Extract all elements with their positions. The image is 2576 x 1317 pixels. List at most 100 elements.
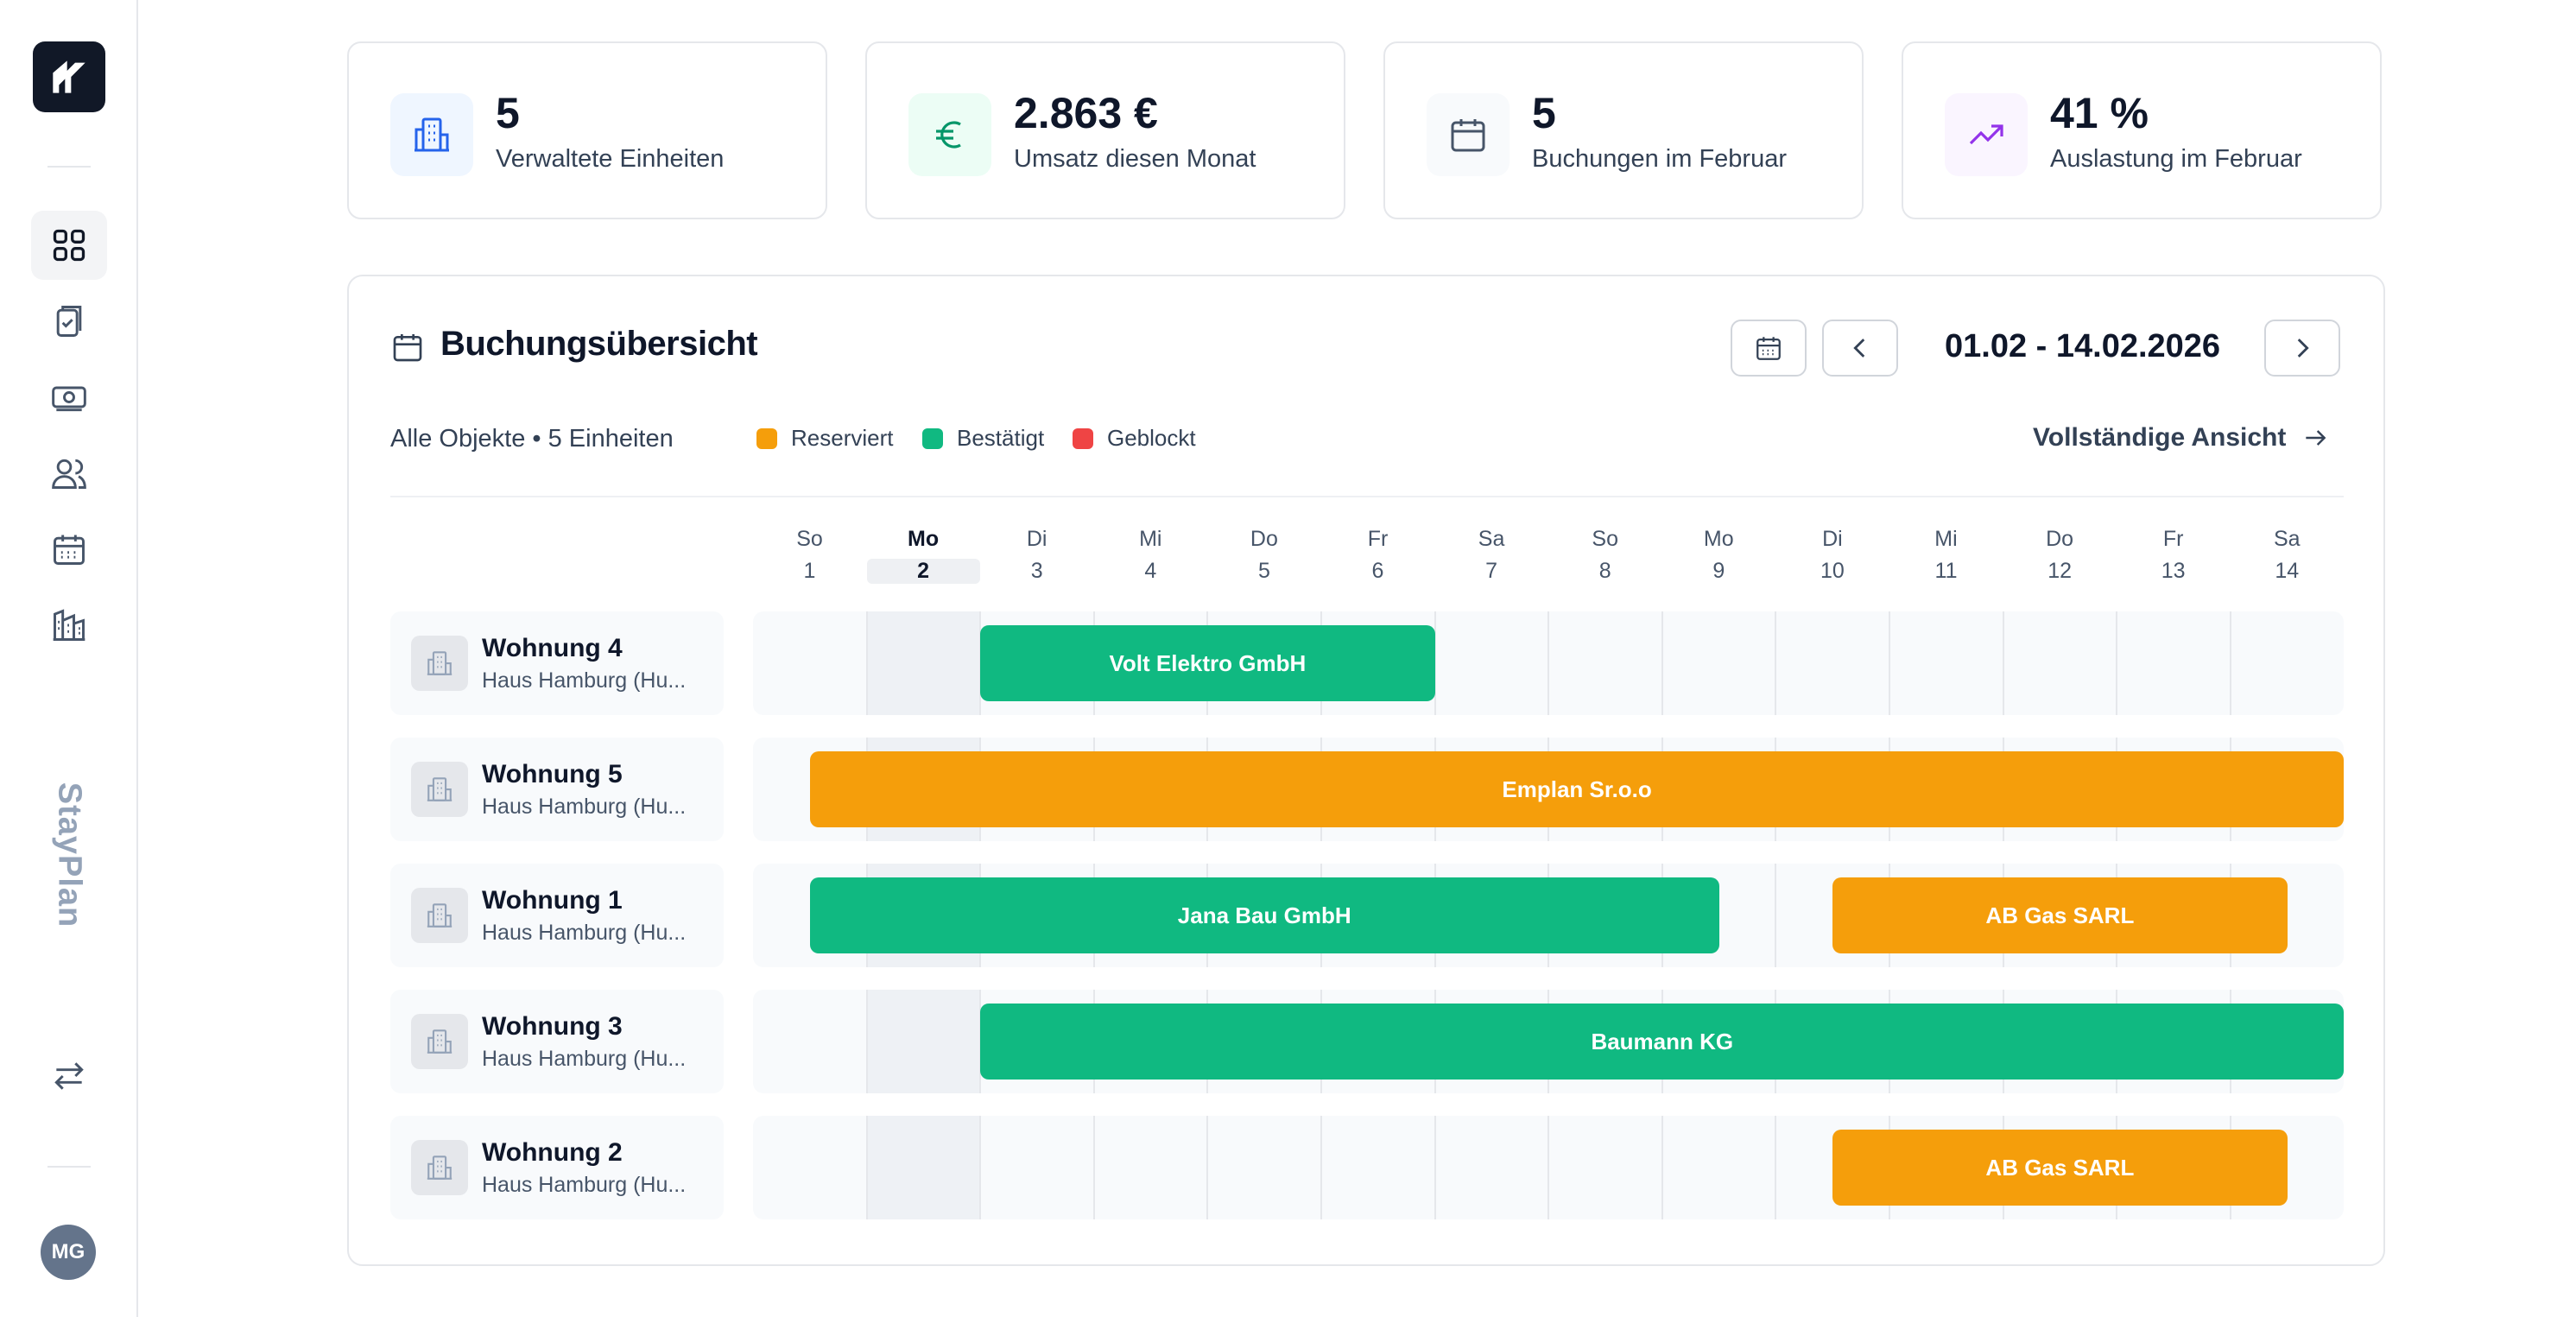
building-icon xyxy=(411,888,468,943)
day-gridline xyxy=(865,611,868,715)
stat-label: Auslastung im Februar xyxy=(2050,145,2302,173)
day-name: Do xyxy=(2046,527,2074,551)
stat-icon-box xyxy=(1427,93,1510,176)
day-gridline xyxy=(1775,1116,1777,1219)
clipboard-check-icon xyxy=(56,306,82,337)
unit-timeline-row[interactable]: Volt Elektro GmbH xyxy=(753,611,2344,715)
next-range-button[interactable] xyxy=(2264,320,2340,377)
stat-card-units: 5 Verwaltete Einheiten xyxy=(347,41,827,219)
day-number: 12 xyxy=(2048,559,2072,583)
stat-icon-box xyxy=(390,93,473,176)
day-name: Mo xyxy=(1703,527,1734,551)
panel-divider xyxy=(390,496,2344,497)
objects-summary: Alle Objekte • 5 Einheiten xyxy=(390,425,674,453)
day-name: Sa xyxy=(1478,527,1505,551)
day-name: Fr xyxy=(1367,527,1389,551)
switch-button[interactable] xyxy=(31,1042,107,1111)
booking-bar[interactable]: Jana Bau GmbH xyxy=(809,877,1719,953)
switch-arrows-icon xyxy=(54,1062,84,1090)
day-number: 14 xyxy=(2275,559,2300,583)
today-cell xyxy=(866,990,981,1093)
stat-label: Buchungen im Februar xyxy=(1532,145,1787,173)
day-column-header: Sa 14 xyxy=(2231,527,2344,584)
legend-dot xyxy=(1073,427,1093,449)
booking-bar[interactable]: Baumann KG xyxy=(980,1004,2344,1080)
unit-label[interactable]: Wohnung 4 Haus Hamburg (Hu... xyxy=(390,611,724,715)
date-range: 01.02 - 14.02.2026 xyxy=(1945,328,2221,364)
unit-timeline-row[interactable]: Jana Bau GmbH AB Gas SARL xyxy=(753,864,2344,967)
sidebar-item-payments[interactable] xyxy=(31,363,107,432)
logo-icon xyxy=(53,60,85,93)
day-column-header: Mo 9 xyxy=(1662,527,1775,584)
day-column-header: Fr 13 xyxy=(2117,527,2230,584)
day-column-header: Di 3 xyxy=(980,527,1093,584)
day-name: Di xyxy=(1026,527,1047,551)
unit-timeline-row[interactable]: AB Gas SARL xyxy=(753,1116,2344,1219)
app-logo[interactable] xyxy=(33,41,105,112)
sidebar-divider xyxy=(47,1166,91,1168)
day-column-header: Do 12 xyxy=(2003,527,2117,584)
day-gridline xyxy=(1661,611,1663,715)
legend-label: Bestätigt xyxy=(957,425,1045,451)
unit-label[interactable]: Wohnung 2 Haus Hamburg (Hu... xyxy=(390,1116,724,1219)
day-column-header: Fr 6 xyxy=(1321,527,1434,584)
day-name: Sa xyxy=(2274,527,2301,551)
day-number: 10 xyxy=(1820,559,1845,583)
stat-icon-box xyxy=(1945,93,2028,176)
sidebar-item-calendar[interactable] xyxy=(31,515,107,584)
today-cell xyxy=(866,611,981,715)
unit-timeline-row[interactable]: Baumann KG xyxy=(753,990,2344,1093)
legend-dot xyxy=(756,427,777,449)
day-gridline xyxy=(2229,611,2231,715)
sidebar-item-guests[interactable] xyxy=(31,439,107,508)
day-gridline xyxy=(1661,1116,1663,1219)
legend-item-confirmed: Bestätigt xyxy=(922,425,1044,452)
stat-value: 41 % xyxy=(2050,89,2149,137)
day-gridline xyxy=(2002,611,2004,715)
day-column-header: So 8 xyxy=(1548,527,1661,584)
full-view-label: Vollständige Ansicht xyxy=(2033,423,2287,452)
day-name: Mi xyxy=(1139,527,1162,551)
unit-property: Haus Hamburg (Hu... xyxy=(482,795,687,819)
day-gridline xyxy=(1775,611,1777,715)
day-number: 5 xyxy=(1257,559,1270,583)
day-gridline xyxy=(1434,1116,1436,1219)
day-gridline xyxy=(1320,1116,1322,1219)
unit-label[interactable]: Wohnung 3 Haus Hamburg (Hu... xyxy=(390,990,724,1093)
calendar-icon xyxy=(54,535,85,565)
avatar[interactable]: MG xyxy=(41,1225,96,1280)
unit-property: Haus Hamburg (Hu... xyxy=(482,1047,687,1071)
booking-bar[interactable]: AB Gas SARL xyxy=(1832,1130,2288,1206)
day-gridline xyxy=(1889,611,1890,715)
booking-bar[interactable]: Emplan Sr.o.o xyxy=(809,751,2344,827)
day-number: 11 xyxy=(1934,559,1958,583)
stat-icon-box xyxy=(908,93,991,176)
stat-value: 5 xyxy=(496,89,520,137)
building-icon xyxy=(415,117,449,152)
arrow-right-icon xyxy=(2306,430,2326,446)
sidebar-item-tasks[interactable] xyxy=(31,287,107,356)
day-gridline xyxy=(2116,611,2118,715)
day-name: Fr xyxy=(2162,527,2184,551)
booking-bar[interactable]: Volt Elektro GmbH xyxy=(980,625,1435,701)
unit-label[interactable]: Wohnung 1 Haus Hamburg (Hu... xyxy=(390,864,724,967)
prev-range-button[interactable] xyxy=(1822,320,1898,377)
day-column-header: Mo 2 xyxy=(866,527,980,584)
sidebar-item-dashboard[interactable] xyxy=(31,211,107,280)
day-column-header: Sa 7 xyxy=(1435,527,1548,584)
day-gridline xyxy=(1775,864,1777,967)
calendar-icon xyxy=(393,334,422,362)
calendar-icon xyxy=(1451,119,1485,152)
unit-timeline-row[interactable]: Emplan Sr.o.o xyxy=(753,738,2344,841)
building-icon xyxy=(411,1140,468,1195)
date-picker-button[interactable] xyxy=(1731,320,1807,377)
stat-label: Umsatz diesen Monat xyxy=(1014,145,1256,173)
unit-label[interactable]: Wohnung 5 Haus Hamburg (Hu... xyxy=(390,738,724,841)
chevron-right-icon xyxy=(2297,339,2309,358)
legend-item-blocked: Geblockt xyxy=(1073,425,1196,452)
sidebar-item-properties[interactable] xyxy=(31,591,107,660)
day-column-header: Mi 11 xyxy=(1889,527,2003,584)
day-gridline xyxy=(865,1116,868,1219)
booking-bar[interactable]: AB Gas SARL xyxy=(1832,877,2288,953)
full-view-link[interactable]: Vollständige Ansicht xyxy=(2033,423,2329,453)
